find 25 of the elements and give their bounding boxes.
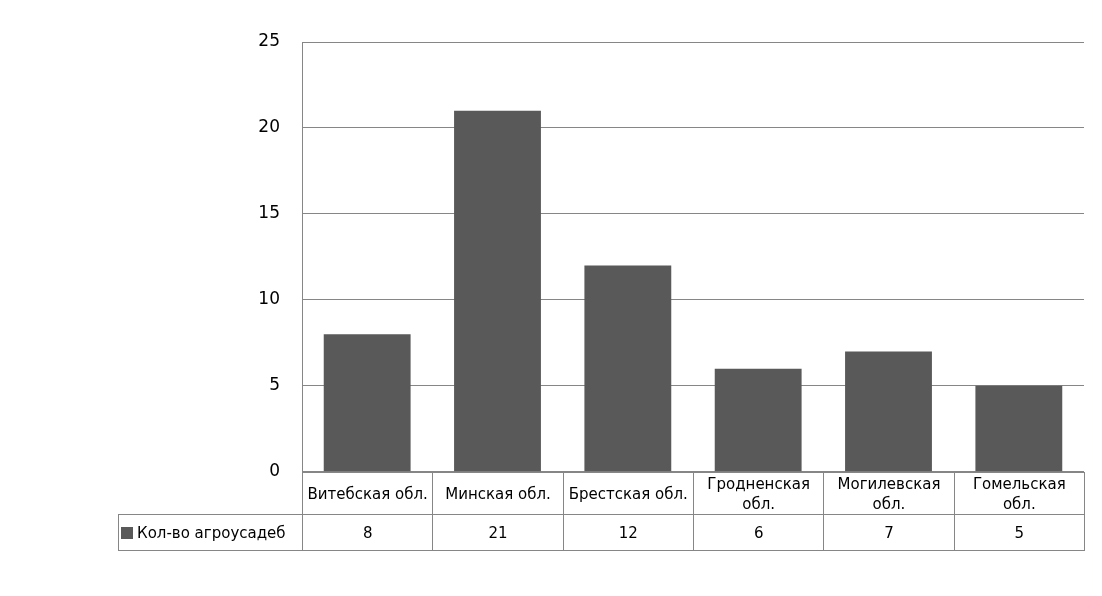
bar [323,334,411,472]
x-tick-label: Витебская обл. [302,472,434,515]
y-tick-label: 0 [269,460,280,481]
data-label: 6 [693,514,825,551]
legend-label: Кол-во агроусадеб [137,522,286,543]
x-tick-label: Могилевская обл. [823,472,955,515]
y-tick-label: 20 [258,116,280,137]
bar [975,385,1063,472]
x-tick-label: Гомельская обл. [953,472,1085,515]
y-tick-label: 25 [258,30,280,51]
bar [714,368,802,472]
y-tick-label: 10 [258,288,280,309]
data-label: 21 [432,514,564,551]
y-tick-label: 5 [269,374,280,395]
data-label: 12 [562,514,694,551]
bar [454,110,541,472]
x-tick-label: Брестская обл. [562,472,694,515]
y-tick-label: 15 [258,202,280,223]
data-label: 7 [823,514,955,551]
bar [845,351,932,472]
data-label: 5 [953,514,1085,551]
data-label: 8 [302,514,434,551]
x-tick-label: Минская обл. [432,472,564,515]
x-tick-label: Гродненская обл. [693,472,825,515]
bar [584,265,672,472]
